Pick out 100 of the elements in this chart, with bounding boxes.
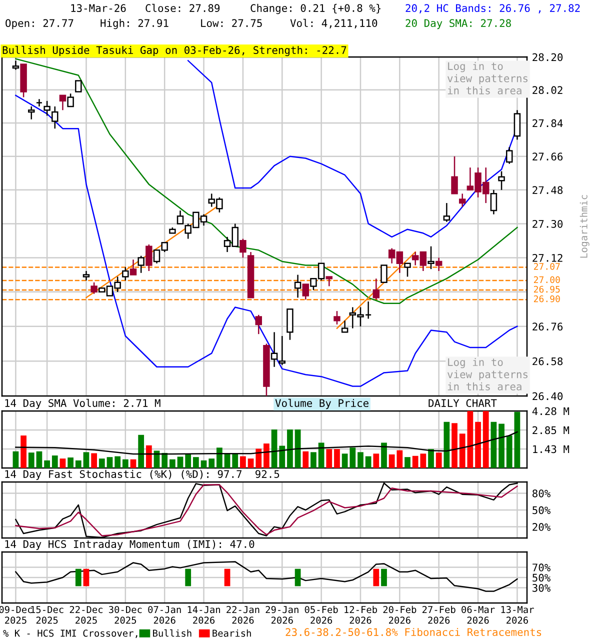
y-axis-title: Logarithmic [580,195,590,258]
bar [365,456,372,468]
text: 23.6-38.2-50-61.8% Fibonacci Retracements [286,628,542,636]
candlestick [302,284,310,300]
bar [224,454,230,468]
text: Change: 0.21 {+0.8 %} [250,4,381,14]
candlestick [82,270,90,282]
x-tick-label: 13-Mar 2026 [501,606,534,624]
y-tick-label: 27.84 [532,119,563,128]
y-tick-label: 20% [532,523,551,531]
y-tick-label: 27.30 [532,220,563,228]
bar [264,443,270,468]
bar [114,456,121,468]
bar [334,449,340,468]
bar [467,411,474,468]
bar [287,430,293,468]
bar [75,460,82,468]
candlestick [372,278,380,300]
y-tick-label: 2.85 M [532,426,570,434]
candlestick [498,170,505,191]
candlestick [146,244,152,272]
bar [68,457,74,468]
bar [459,434,466,468]
candlestick [380,264,388,284]
candlestick [176,210,184,224]
bar [193,457,199,468]
bar [83,452,90,468]
x-tick-label: 30-Dec 2025 [108,606,142,624]
line-series [15,431,518,455]
bar [216,448,222,468]
y-tick-label: 4.28 M [532,407,570,416]
bar [12,451,19,468]
bar [130,459,136,468]
candlestick [278,335,286,366]
bar [162,452,168,468]
bar [200,460,207,468]
candlestick [255,314,262,335]
y-tick-label: 28.20 [532,53,563,62]
candlestick [90,282,98,294]
y-tick-label: 50% [532,506,551,514]
bar [428,449,434,468]
bar [28,452,34,468]
x-tick-label: 07-Jan 2026 [148,606,181,624]
candlestick [286,308,294,340]
text: 20,2 HC Bands: 26.76 , 27.82 [406,4,580,14]
candlestick [36,98,43,108]
bar [452,423,458,468]
y-tick-label: 80% [532,489,551,498]
candlestick [28,106,35,120]
bar [302,451,309,468]
x-tick-label: 29-Jan 2026 [266,606,298,624]
text: 13-Mar-26 [71,4,126,12]
text: Volume By Price [275,398,368,410]
bar [256,448,262,468]
candlestick [506,146,513,164]
candlestick [451,156,458,194]
bar [506,436,512,468]
candlestick [130,258,137,276]
text: 20 Day SMA: 27.28 [406,19,511,30]
legend-label: Bullish [153,629,192,637]
x-tick-label: 22-Jan 2026 [226,606,260,624]
bar [138,434,144,468]
annotation: Log in to view patterns in this area [448,358,528,390]
bar [248,458,254,468]
x-tick-label: 22-Dec 2025 [70,606,102,624]
chart-title: 14 Day SMA Volume: 2.71 M [5,398,160,409]
candlestick [404,262,411,278]
bar [358,452,364,468]
y-tick-label: 50% [532,574,551,582]
bar [98,458,105,468]
candlestick [138,255,144,274]
bar [310,452,316,468]
bar [279,446,286,468]
bar [271,430,278,468]
bar [294,430,301,468]
bar [36,451,42,468]
bar [240,456,246,468]
candlestick [270,332,278,368]
candlestick [67,92,74,108]
text: Open: 27.77 [6,19,74,30]
bar [20,436,26,468]
bar [44,460,50,468]
bar [232,454,238,468]
text: Low: 27.75 [201,19,262,28]
bar [514,412,520,468]
bar [444,422,450,468]
bar [60,458,66,468]
x-tick-label: 20-Feb 2026 [383,606,416,624]
y-tick-label: 30% [532,584,551,592]
candlestick [52,106,58,130]
x-tick-label: 15-Dec 2025 [31,606,64,624]
candlestick [122,266,129,282]
x-tick-label: 27-Feb 2026 [422,606,456,624]
bar [52,455,58,468]
bar [208,458,215,468]
candlestick [75,80,82,92]
candlestick [443,202,450,222]
x-tick-label: 05-Feb 2026 [304,606,338,624]
ref-line-label: 26.90 [534,295,560,302]
text: High: 27.91 [100,18,168,30]
